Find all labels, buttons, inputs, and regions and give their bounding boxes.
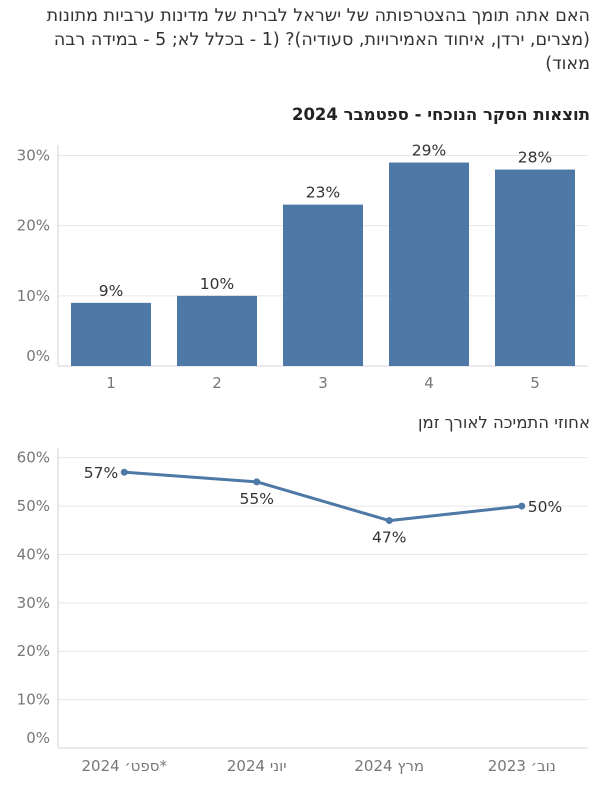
bar <box>389 162 469 366</box>
bar-value-label: 28% <box>518 149 552 167</box>
bar <box>177 295 257 366</box>
point-value-label: 50% <box>528 498 562 516</box>
line-point <box>385 517 393 525</box>
point-value-label: 47% <box>372 529 406 547</box>
bar-value-label: 10% <box>200 275 234 293</box>
survey-question: האם אתה תומך בהצטרפותה של ישראל לברית של… <box>46 6 590 74</box>
x-tick-label: נוב׳ 2023 <box>488 757 556 775</box>
bar-value-label: 29% <box>412 142 446 160</box>
y-tick-label: 20% <box>17 217 50 235</box>
bar-chart: 0% 10% 20% 30% 9% 1 10% 2 23% 3 29% 4 28% 5 <box>17 142 588 392</box>
line-point <box>253 478 261 486</box>
y-tick-label: 60% <box>17 449 50 467</box>
bar-chart-title: תוצאות הסקר הנוכחי - ספטמבר 2024 <box>291 105 590 124</box>
point-value-label: 55% <box>240 490 274 508</box>
x-tick-label: 4 <box>424 374 434 392</box>
line-point <box>120 468 128 476</box>
x-tick-label: 1 <box>106 374 116 392</box>
y-tick-label: 10% <box>17 287 50 305</box>
y-tick-label: 0% <box>26 347 50 365</box>
y-tick-label: 0% <box>26 729 50 747</box>
x-tick-label: ספט׳ 2024* <box>81 757 167 775</box>
line-point <box>518 502 526 510</box>
y-tick-label: 20% <box>17 642 50 660</box>
x-tick-label: 2 <box>212 374 222 392</box>
x-tick-label: 3 <box>318 374 328 392</box>
line-chart-title: אחוזי התמיכה לאורך זמן <box>418 413 590 432</box>
bar <box>71 302 151 366</box>
point-value-label: 57% <box>84 464 118 482</box>
y-tick-label: 40% <box>17 545 50 563</box>
bar-value-label: 9% <box>99 282 124 300</box>
y-tick-label: 50% <box>17 497 50 515</box>
x-tick-label: מרץ 2024 <box>354 757 424 775</box>
y-tick-label: 30% <box>17 147 50 165</box>
x-tick-label: 5 <box>530 374 540 392</box>
bar <box>495 169 575 366</box>
y-tick-label: 30% <box>17 594 50 612</box>
x-tick-label: יוני 2024 <box>227 757 287 775</box>
line-chart: 0% 10% 20% 30% 40% 50% 60% 57% ספט׳ 2024* 55% יוני… <box>17 448 588 775</box>
bar <box>283 204 363 366</box>
bar-value-label: 23% <box>306 184 340 202</box>
series-line <box>124 470 522 523</box>
y-tick-label: 10% <box>17 691 50 709</box>
